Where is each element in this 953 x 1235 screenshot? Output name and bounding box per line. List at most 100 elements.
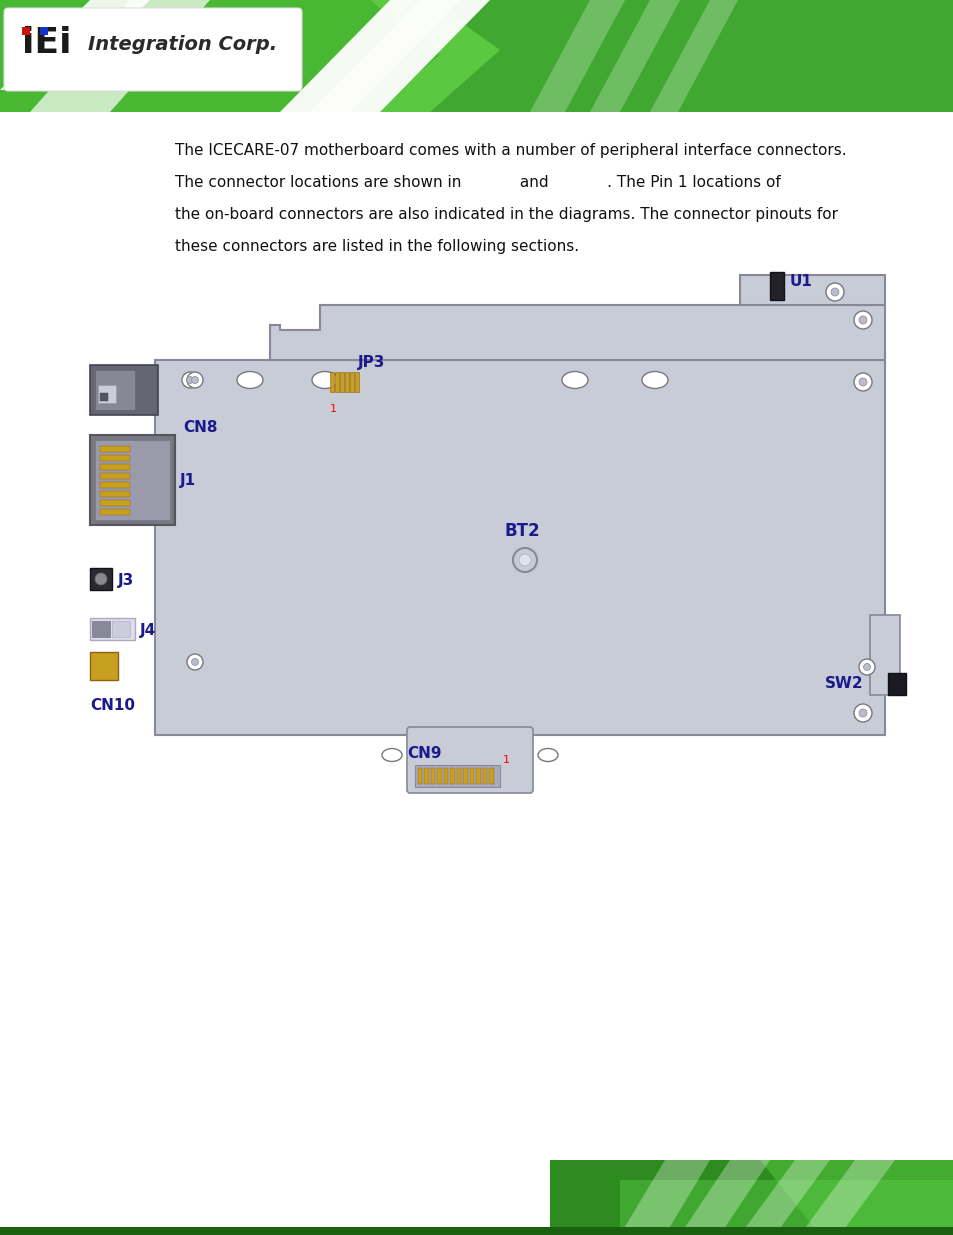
- Text: J1: J1: [180, 473, 196, 488]
- Text: Integration Corp.: Integration Corp.: [88, 36, 276, 54]
- Circle shape: [858, 378, 866, 387]
- Bar: [339, 372, 344, 391]
- Bar: [40, 27, 48, 35]
- Circle shape: [858, 659, 874, 676]
- Text: iEi: iEi: [22, 26, 71, 61]
- Bar: [0, 0, 953, 112]
- Text: CN9: CN9: [407, 746, 441, 761]
- Circle shape: [518, 555, 531, 566]
- Circle shape: [853, 311, 871, 329]
- Polygon shape: [270, 305, 884, 359]
- Text: CN10: CN10: [90, 698, 135, 713]
- Polygon shape: [649, 0, 738, 112]
- Polygon shape: [30, 0, 210, 112]
- Bar: [431, 768, 435, 784]
- FancyBboxPatch shape: [4, 7, 302, 91]
- Bar: [463, 768, 468, 784]
- Text: J3: J3: [118, 573, 134, 588]
- Polygon shape: [0, 0, 439, 112]
- Polygon shape: [280, 0, 490, 112]
- FancyBboxPatch shape: [407, 727, 533, 793]
- Bar: [100, 473, 130, 479]
- Bar: [350, 372, 354, 391]
- Polygon shape: [619, 1160, 709, 1235]
- Bar: [482, 768, 487, 784]
- Bar: [489, 768, 494, 784]
- Bar: [550, 1160, 953, 1235]
- Bar: [417, 768, 422, 784]
- Bar: [95, 370, 135, 410]
- Polygon shape: [154, 359, 884, 735]
- Bar: [90, 618, 135, 640]
- Polygon shape: [740, 1160, 829, 1235]
- Bar: [100, 464, 130, 471]
- Bar: [0, 1228, 953, 1235]
- Bar: [100, 482, 130, 488]
- Bar: [95, 440, 170, 520]
- Polygon shape: [679, 1160, 769, 1235]
- Polygon shape: [800, 1160, 894, 1235]
- Circle shape: [853, 373, 871, 391]
- Bar: [0, 0, 953, 85]
- Text: U1: U1: [789, 274, 812, 289]
- Bar: [22, 27, 30, 35]
- Bar: [90, 568, 112, 590]
- Bar: [456, 768, 461, 784]
- Bar: [100, 509, 130, 515]
- Circle shape: [186, 377, 193, 384]
- Circle shape: [95, 573, 107, 585]
- Bar: [90, 435, 174, 525]
- Bar: [619, 1179, 953, 1235]
- Bar: [100, 454, 130, 461]
- Circle shape: [858, 316, 866, 324]
- Text: BT2: BT2: [504, 522, 540, 540]
- Circle shape: [192, 377, 198, 384]
- Bar: [100, 393, 108, 401]
- Polygon shape: [310, 0, 459, 112]
- Polygon shape: [740, 275, 884, 305]
- Bar: [345, 372, 349, 391]
- Bar: [90, 652, 118, 680]
- Bar: [112, 621, 130, 637]
- Text: SW2: SW2: [824, 676, 862, 690]
- Bar: [98, 385, 116, 403]
- Bar: [430, 0, 953, 112]
- Ellipse shape: [381, 748, 401, 762]
- Text: The connector locations are shown in            and            . The Pin 1 locat: The connector locations are shown in and…: [174, 175, 780, 190]
- Polygon shape: [760, 1160, 953, 1235]
- Circle shape: [825, 283, 843, 301]
- Bar: [100, 446, 130, 452]
- Bar: [443, 768, 448, 784]
- Bar: [470, 768, 474, 784]
- Ellipse shape: [537, 748, 558, 762]
- Bar: [887, 673, 905, 695]
- Bar: [91, 621, 110, 637]
- Bar: [355, 372, 358, 391]
- Text: JP3: JP3: [357, 354, 385, 370]
- Circle shape: [830, 288, 838, 296]
- Bar: [450, 768, 455, 784]
- Ellipse shape: [312, 372, 337, 389]
- Text: the on-board connectors are also indicated in the diagrams. The connector pinout: the on-board connectors are also indicat…: [174, 207, 837, 222]
- Polygon shape: [589, 0, 679, 112]
- Bar: [424, 768, 429, 784]
- Circle shape: [853, 704, 871, 722]
- Circle shape: [187, 655, 203, 671]
- Circle shape: [862, 663, 869, 671]
- Text: The ICECARE-07 motherboard comes with a number of peripheral interface connector: The ICECARE-07 motherboard comes with a …: [174, 143, 845, 158]
- Bar: [90, 366, 158, 415]
- Text: these connectors are listed in the following sections.: these connectors are listed in the follo…: [174, 240, 578, 254]
- Ellipse shape: [236, 372, 263, 389]
- Polygon shape: [0, 0, 499, 112]
- Bar: [335, 372, 338, 391]
- Bar: [769, 272, 783, 300]
- Bar: [415, 764, 499, 787]
- Ellipse shape: [561, 372, 587, 389]
- Circle shape: [858, 709, 866, 718]
- Circle shape: [182, 372, 198, 388]
- Circle shape: [192, 658, 198, 666]
- Polygon shape: [0, 0, 150, 90]
- Text: CN8: CN8: [183, 420, 217, 435]
- Bar: [100, 500, 130, 506]
- Polygon shape: [530, 0, 624, 112]
